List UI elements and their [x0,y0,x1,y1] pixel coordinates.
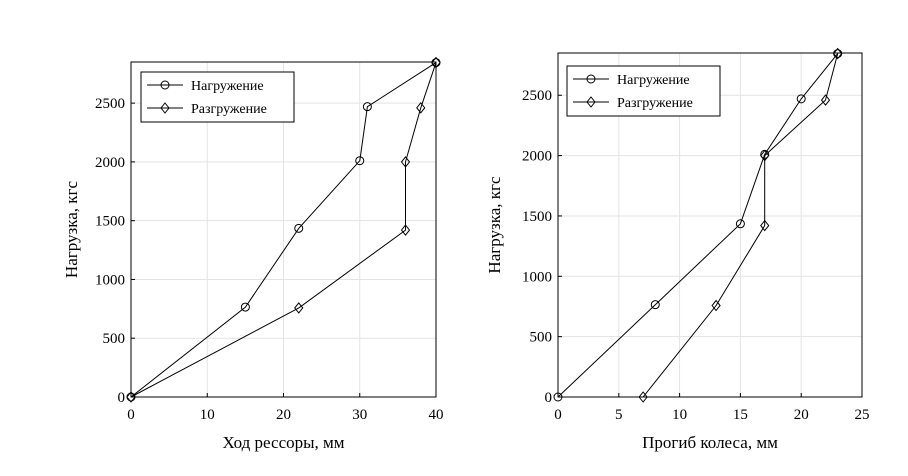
point [711,299,721,312]
x-axis-label: Прогиб колеса, мм [642,433,778,452]
axes-box [130,61,437,398]
legend-label: Нагружение [617,73,690,88]
y-tick-label: 1000 [522,269,552,285]
y-tick-label: 2000 [95,155,125,171]
point [760,219,770,232]
point [650,300,660,310]
y-tick-label: 0 [118,390,126,406]
point [160,80,170,90]
point [126,391,136,403]
legend-box [140,71,295,123]
x-tick-label: 10 [200,407,215,423]
point [355,156,365,166]
x-axis-label: Ход рессоры, мм [222,433,344,452]
point [760,149,770,162]
legend: Нагружение Разгружение [566,65,721,117]
point [400,224,411,236]
legend: Нагружение Разгружение [140,71,295,123]
point [294,302,304,314]
x-tick-label: 0 [127,407,135,423]
legend-label: Нагружение [191,79,264,94]
point [362,102,372,112]
x-tick-label: 40 [429,407,444,423]
point [586,74,596,84]
series-line [130,62,437,398]
point [820,94,831,106]
series-line [130,62,437,398]
y-tick-label: 500 [103,331,126,347]
legend-label: Разгружение [191,102,267,117]
point [638,391,648,403]
x-tick-label: 25 [855,407,870,423]
x-tick-label: 30 [352,407,367,423]
chart-2: 0 5 10 15 20 25 0 500 1000 1500 2000 2500 Нагружение… [485,47,870,452]
series-line [642,53,839,398]
point [833,47,843,60]
point [294,223,304,233]
y-axis-label: Нагрузка, кгс [62,180,81,278]
point [735,219,745,229]
y-tick-label: 0 [545,390,553,406]
point [240,302,250,312]
y-tick-label: 2500 [522,88,552,104]
y-tick-label: 500 [530,330,553,346]
legend-box [566,65,721,117]
series-2 [638,47,843,403]
point [400,156,411,168]
point [553,392,563,402]
x-tick-label: 5 [615,407,623,423]
series-line [557,53,839,398]
series-1 [126,58,441,402]
point [431,56,441,69]
x-tick-label: 20 [276,407,291,423]
y-tick-label: 1000 [95,272,125,288]
y-tick-label: 1500 [95,214,125,230]
point [416,102,426,114]
x-tick-label: 20 [794,407,809,423]
y-tick-label: 2500 [95,96,125,112]
y-tick-label: 2000 [522,149,552,165]
x-tick-label: 0 [554,407,562,423]
point [796,94,806,104]
y-axis-label: Нагрузка, кгс [485,176,504,274]
x-tick-label: 10 [672,407,687,423]
axes-box [557,52,863,398]
x-tick-label: 15 [733,407,748,423]
legend-label: Разгружение [617,96,693,111]
chart-1: 0 10 20 30 40 0 500 1000 1500 2000 2500 Нагружение Р… [62,56,444,452]
point [586,96,596,108]
point [160,102,170,114]
series-2 [126,56,441,403]
y-tick-label: 1500 [522,209,552,225]
